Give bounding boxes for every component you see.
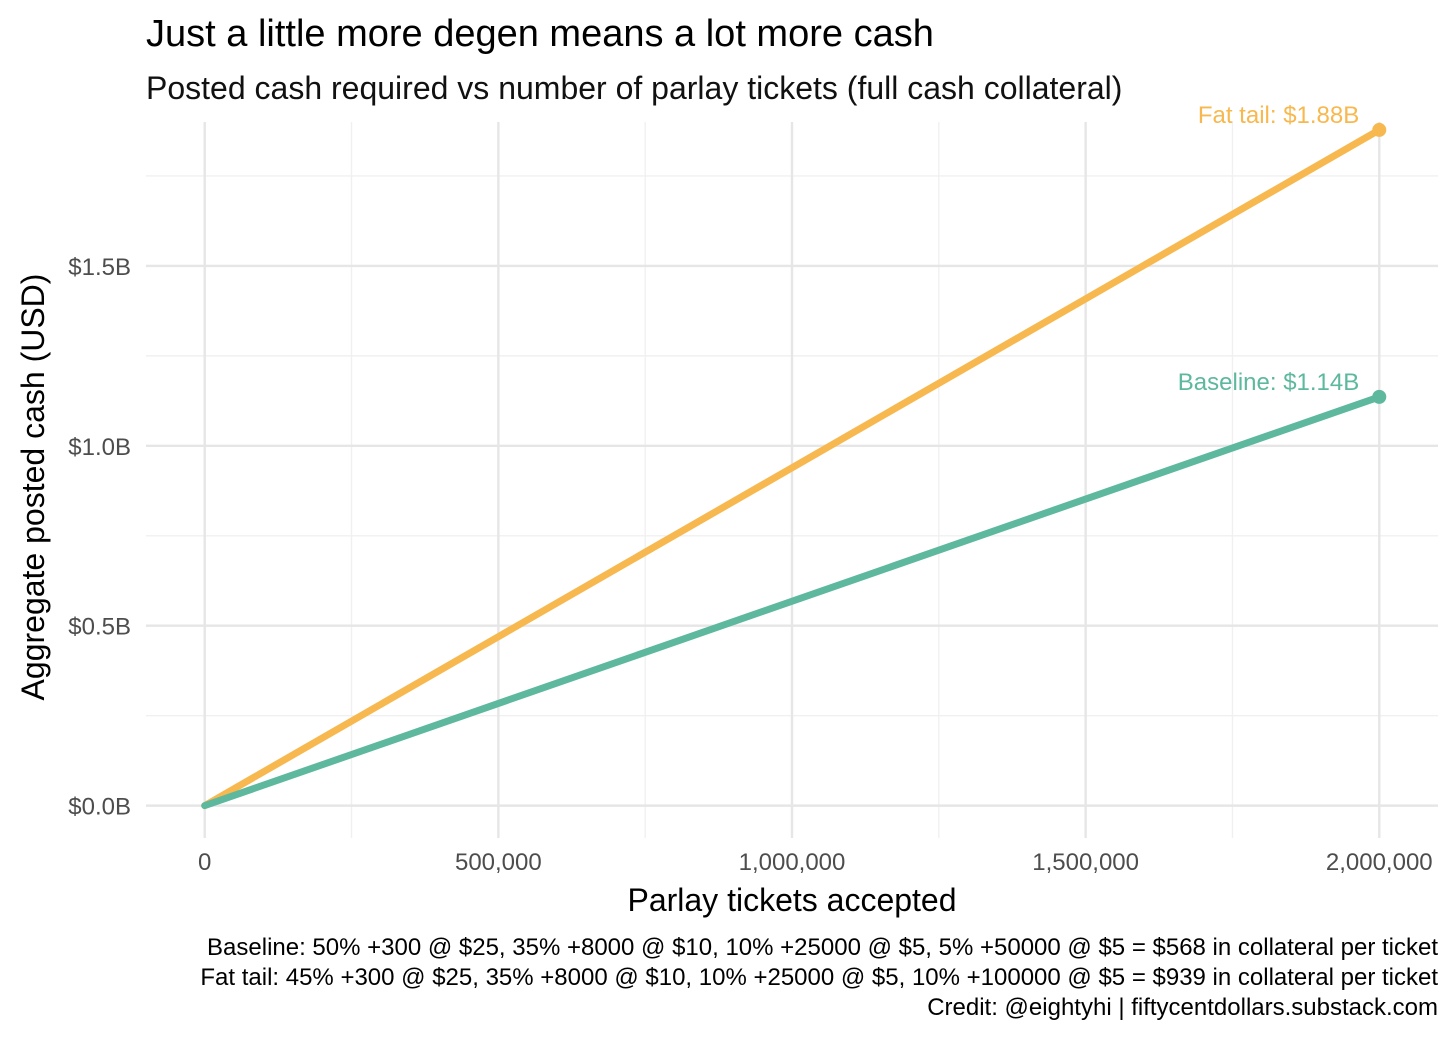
caption-baseline: Baseline: 50% +300 @ $25, 35% +8000 @ $1…: [207, 934, 1438, 961]
x-tick-label: 2,000,000: [1326, 849, 1433, 876]
series-line-baseline: [201, 393, 1383, 810]
x-tick-label: 1,500,000: [1032, 849, 1139, 876]
chart-subtitle: Posted cash required vs number of parlay…: [146, 70, 1122, 106]
series-line-fat-tail: [201, 126, 1383, 810]
y-axis-title: Aggregate posted cash (USD): [15, 274, 51, 701]
x-tick-label: 500,000: [455, 849, 542, 876]
x-tick-label: 1,000,000: [739, 849, 846, 876]
y-tick-label: $1.0B: [68, 434, 131, 461]
x-axis-ticks: 0 500,000 1,000,000 1,500,000 2,000,000: [198, 849, 1433, 876]
y-tick-label: $1.5B: [68, 254, 131, 281]
grid: [146, 122, 1438, 838]
y-tick-label: $0.0B: [68, 794, 131, 821]
caption-credit: Credit: @eightyhi | fiftycentdollars.sub…: [927, 994, 1438, 1021]
y-tick-label: $0.5B: [68, 614, 131, 641]
series-end-point-fat-tail: [1372, 122, 1387, 137]
chart-title: Just a little more degen means a lot mor…: [146, 13, 934, 55]
y-axis-ticks: $0.0B $0.5B $1.0B $1.5B: [68, 254, 131, 821]
series-layer: Fat tail: $1.88B Baseline: $1.14B: [201, 102, 1387, 810]
series-end-label-baseline: Baseline: $1.14B: [1178, 369, 1359, 396]
x-tick-label: 0: [198, 849, 211, 876]
series-end-label-fat-tail: Fat tail: $1.88B: [1198, 102, 1359, 129]
series-end-point-baseline: [1372, 389, 1387, 404]
x-axis-title: Parlay tickets accepted: [627, 882, 956, 918]
caption-fat-tail: Fat tail: 45% +300 @ $25, 35% +8000 @ $1…: [200, 964, 1438, 991]
